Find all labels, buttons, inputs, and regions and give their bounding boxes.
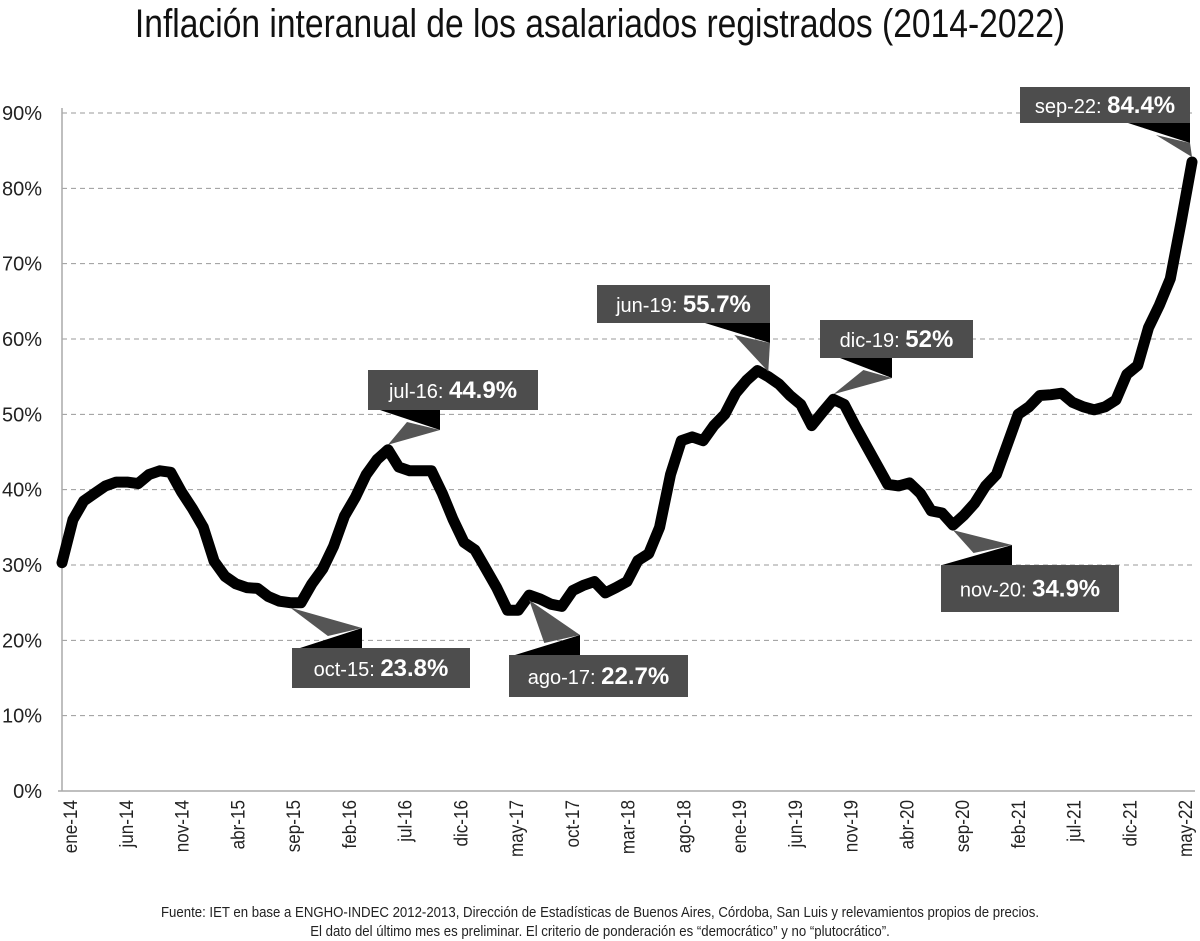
x-tick-label: jul-16 (395, 800, 416, 843)
y-tick-label: 70% (2, 254, 42, 276)
x-tick-label: may-17 (506, 800, 527, 857)
callout-pointer (833, 370, 892, 395)
callout-pointer (952, 530, 1012, 553)
x-tick-label: feb-16 (339, 800, 360, 848)
x-tick-label: feb-21 (1008, 800, 1029, 848)
y-tick-label: 30% (2, 555, 42, 577)
annotation-date: jul-16: (388, 381, 449, 403)
chart-title: Inflación interanual de los asalariados … (134, 2, 1066, 46)
y-tick-label: 0% (13, 781, 42, 803)
callout-tail (1128, 123, 1190, 143)
annotation-label: dic-19: 52% (840, 326, 954, 353)
line-chart: 0% 10% 20% 30% 40% 50% 60% 70% 80% 90% ene-14 jun-1… (2, 87, 1198, 857)
annotation-value: 22.7% (601, 663, 669, 690)
x-tick-label: jul-21 (1064, 800, 1085, 843)
callout-pointer (529, 600, 580, 643)
y-tick-label: 80% (2, 178, 42, 200)
callout-pointer (290, 607, 362, 636)
y-tick-label: 60% (2, 329, 42, 351)
callout-tail (300, 628, 362, 648)
x-tick-label: nov-19 (841, 800, 862, 852)
annotation-date: dic-19: (840, 330, 906, 352)
callout-pointer (1155, 135, 1192, 157)
y-tick-label: 10% (2, 706, 42, 728)
x-tick-label: jun-19 (785, 800, 806, 848)
source-note-line-2: El dato del último mes es preliminar. El… (310, 923, 890, 940)
annotation-date: nov-20: (960, 580, 1032, 602)
series-line (56, 156, 1198, 616)
x-tick-label: ene-14 (60, 800, 81, 853)
x-tick-label: abr-15 (227, 800, 248, 849)
y-tick-label: 20% (2, 630, 42, 652)
callout-pointer (734, 335, 770, 372)
x-tick-label: oct-17 (562, 800, 583, 847)
annotation-label: ago-17: 22.7% (528, 663, 669, 690)
annotation-box (368, 370, 538, 410)
x-tick-label: sep-15 (283, 800, 304, 852)
annotation-date: oct-15: (314, 659, 381, 681)
y-tick-label: 50% (2, 404, 42, 426)
x-tick-label: abr-20 (896, 800, 917, 849)
annotation-value: 84.4% (1107, 92, 1175, 119)
callout-tail (705, 323, 770, 343)
annotation-label: nov-20: 34.9% (960, 576, 1100, 603)
annotation-date: ago-17: (528, 667, 601, 689)
annotation-value: 23.8% (380, 655, 448, 682)
callout-tail (942, 545, 1012, 565)
x-tick-label: jun-14 (116, 800, 137, 848)
annotation-label: jul-16: 44.9% (388, 377, 517, 404)
source-note-line-1: Fuente: IET en base a ENGHO-INDEC 2012-2… (160, 904, 1040, 921)
annotation-value: 52% (905, 326, 953, 353)
callout-pointer (387, 422, 440, 445)
annotation-label: sep-22: 84.4% (1035, 92, 1175, 119)
annotation-value: 44.9% (449, 377, 517, 404)
y-tick-label: 90% (2, 103, 42, 125)
annotation-box (1020, 87, 1190, 123)
annotation-date: jun-19: (615, 295, 683, 317)
source-note: Fuente: IET en base a ENGHO-INDEC 2012-2… (72, 903, 1128, 941)
x-tick-label: may-22 (1175, 800, 1196, 857)
annotation-box (820, 320, 973, 358)
x-tick-label: ene-19 (729, 800, 750, 853)
y-tick-label: 40% (2, 480, 42, 502)
annotation-value: 55.7% (683, 291, 751, 318)
x-tick-label: dic-21 (1119, 800, 1140, 847)
annotation-box (597, 285, 770, 323)
annotation-label: jun-19: 55.7% (615, 291, 751, 318)
annotation-date: sep-22: (1035, 96, 1107, 118)
callout-tail (840, 358, 892, 378)
callout-tail (515, 635, 580, 655)
annotation-box (941, 565, 1119, 612)
annotation-value: 34.9% (1032, 576, 1100, 603)
x-tick-label: ago-18 (673, 800, 694, 853)
annotation-box (292, 648, 470, 688)
x-tick-label: sep-20 (952, 800, 973, 852)
annotation-label: oct-15: 23.8% (314, 655, 449, 682)
x-tick-label: mar-18 (618, 800, 639, 854)
x-tick-label: nov-14 (172, 800, 193, 852)
annotation-box (509, 655, 688, 697)
callout-tail (380, 410, 440, 430)
x-tick-label: dic-16 (450, 800, 471, 847)
